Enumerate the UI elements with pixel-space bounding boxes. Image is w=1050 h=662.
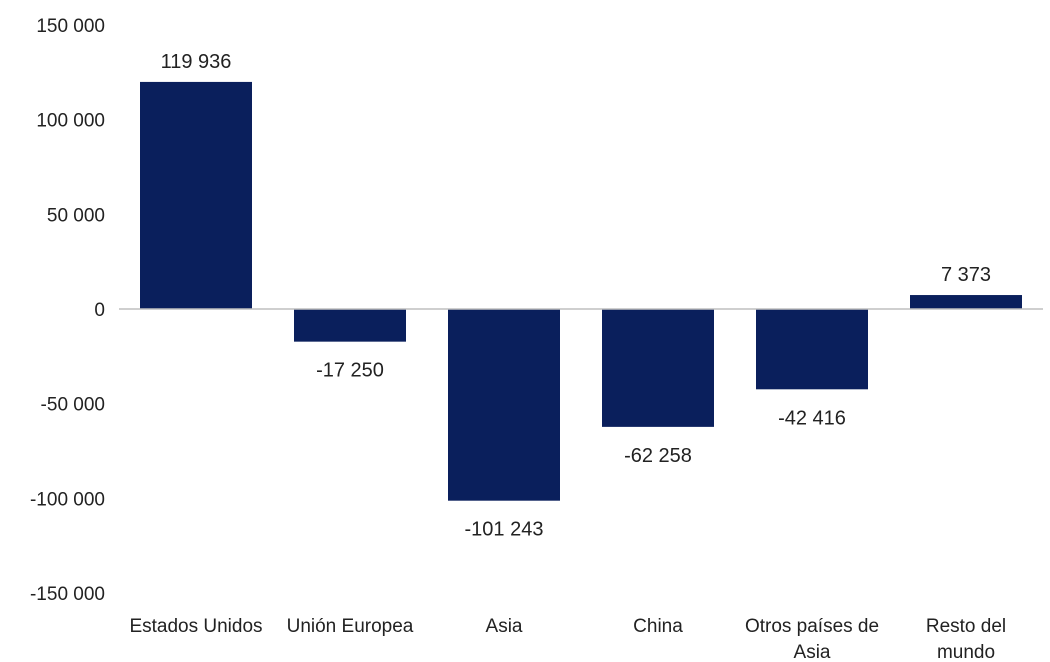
bar bbox=[294, 309, 406, 342]
bar bbox=[140, 81, 252, 309]
bar bbox=[910, 295, 1022, 309]
y-tick-label: -150 000 bbox=[30, 584, 105, 605]
category-label-line: Estados Unidos bbox=[129, 616, 262, 637]
y-axis-ticks: 150 000 100 000 50 000 0 -50 000 -100 000 -150… bbox=[30, 16, 105, 605]
y-tick-label: 150 000 bbox=[36, 16, 105, 37]
category-label-line: Asia bbox=[794, 642, 831, 662]
bar bbox=[602, 309, 714, 427]
data-labels: 119 936 -17 250 -101 243 -62 258 -42 416 7 37… bbox=[161, 51, 991, 541]
y-tick-label: 100 000 bbox=[36, 111, 105, 132]
y-tick-label: -100 000 bbox=[30, 489, 105, 510]
category-label: Estados Unidos bbox=[129, 616, 262, 637]
category-label: Otros países de Asia bbox=[745, 616, 879, 662]
category-label-line: China bbox=[633, 616, 683, 637]
data-label: 7 373 bbox=[941, 264, 991, 286]
y-tick-label: 50 000 bbox=[47, 205, 105, 226]
bar bbox=[756, 309, 868, 390]
data-label: -101 243 bbox=[465, 519, 544, 541]
bar bbox=[448, 309, 560, 501]
category-label: Unión Europea bbox=[287, 616, 414, 637]
y-tick-label: 0 bbox=[94, 300, 105, 321]
data-label: -62 258 bbox=[624, 445, 692, 467]
category-label: Resto del mundo bbox=[926, 616, 1006, 662]
category-label: Asia bbox=[486, 616, 523, 637]
category-label-line: Otros países de bbox=[745, 616, 879, 637]
data-label: 119 936 bbox=[161, 51, 232, 73]
category-label-line: Resto del bbox=[926, 616, 1006, 637]
category-label-line: Unión Europea bbox=[287, 616, 414, 637]
category-label-line: Asia bbox=[486, 616, 523, 637]
category-labels: Estados Unidos Unión Europea Asia China Otro… bbox=[129, 616, 1006, 662]
category-label: China bbox=[633, 616, 683, 637]
y-tick-label: -50 000 bbox=[41, 395, 105, 416]
category-label-line: mundo bbox=[937, 642, 995, 662]
bars bbox=[140, 81, 1022, 501]
data-label: -17 250 bbox=[316, 360, 384, 382]
data-label: -42 416 bbox=[778, 407, 846, 429]
